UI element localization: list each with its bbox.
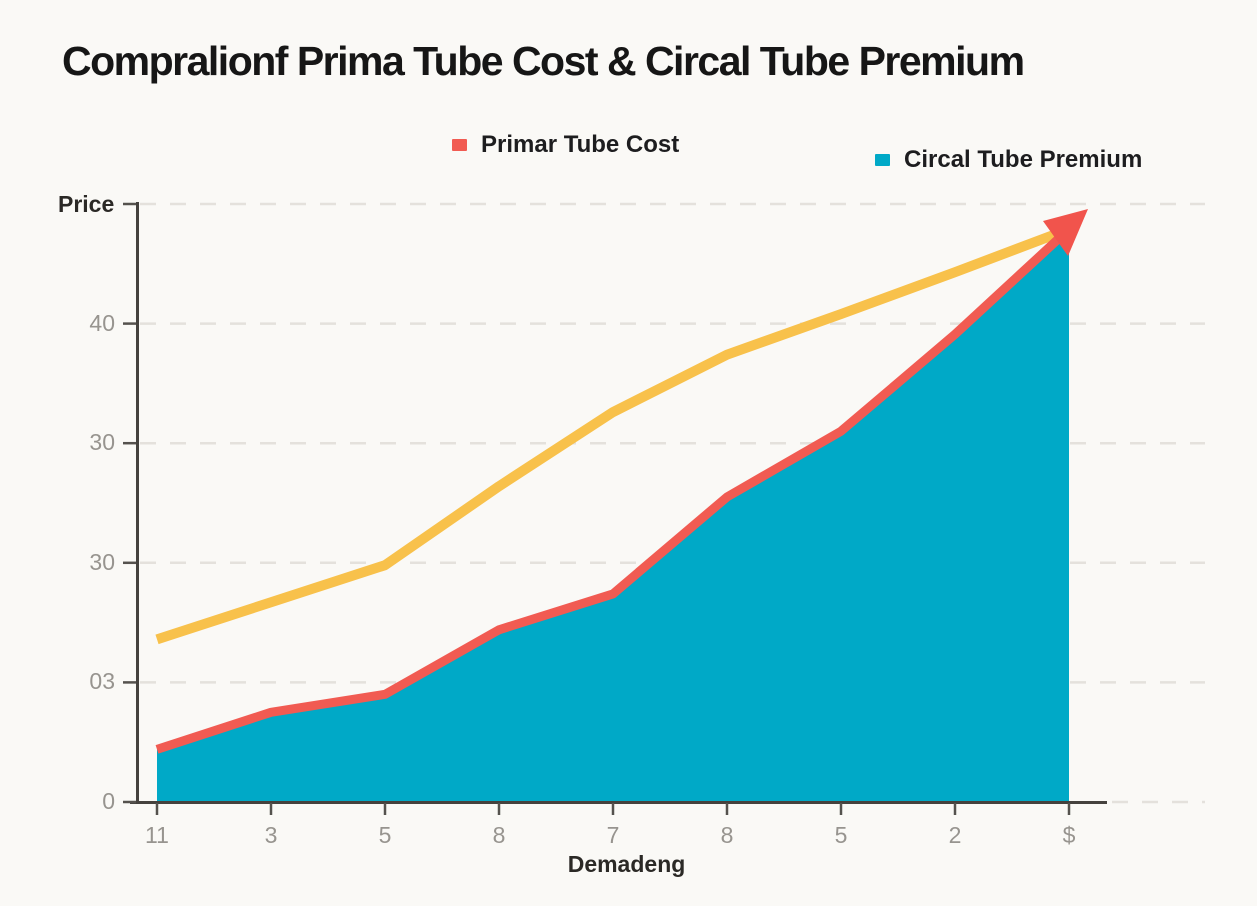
x-tick-label: 8	[492, 822, 506, 848]
y-axis-title: Price	[58, 191, 115, 217]
x-tick-label: 5	[378, 822, 392, 848]
chart-title: Compralionf Prima Tube Cost & Circal Tub…	[62, 38, 1025, 84]
x-tick-label: 7	[606, 822, 620, 848]
legend-label: Primar Tube Cost	[481, 131, 680, 158]
x-tick-label: 11	[145, 822, 169, 848]
y-tick-label: 40	[89, 309, 115, 336]
legend-swatch-cyan	[875, 154, 890, 166]
x-tick-label: $	[1062, 822, 1076, 848]
yellow-line	[155, 224, 1071, 645]
legend-item-circal-tube-premium: Circal Tube Premium	[875, 146, 1142, 174]
x-axis-title: Demadeng	[567, 851, 686, 877]
arrowhead-annotation	[1043, 209, 1088, 256]
primar-cost-line	[155, 225, 1073, 754]
x-tick-label: 2	[948, 822, 962, 848]
x-tick-label: 3	[264, 822, 278, 848]
data-series	[155, 224, 1073, 803]
legend-swatch-red	[452, 139, 467, 151]
y-tick-label: 0	[102, 788, 115, 814]
y-tick-label: 03	[89, 668, 115, 695]
x-tick-label: 8	[720, 822, 734, 848]
legend-item-primar-tube-cost: Primar Tube Cost	[452, 131, 679, 159]
x-tick-label: 5	[834, 822, 848, 848]
legend-label: Circal Tube Premium	[904, 146, 1143, 173]
tick-marks	[123, 202, 1071, 815]
y-tick-label: 30	[89, 548, 115, 575]
circal-premium-area	[157, 229, 1069, 803]
y-tick-label: 30	[89, 429, 115, 456]
